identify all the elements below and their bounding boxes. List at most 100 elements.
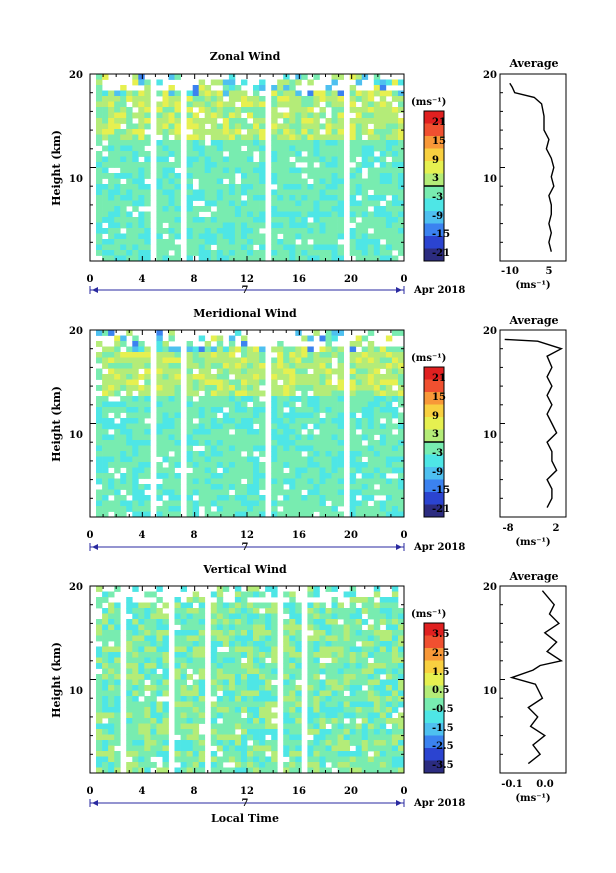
heatmap-cell [391,619,399,625]
heatmap-cell [331,707,338,713]
heatmap-cell [385,613,393,620]
heatmap-cell [150,635,157,642]
heatmap-cell [355,167,363,174]
heatmap-cell [138,374,145,380]
heatmap-cell [325,701,332,708]
heatmap-cell [247,495,254,501]
heatmap-cell [253,200,260,207]
heatmap-cell [186,118,193,124]
heatmap-cell [132,244,139,251]
heatmap-cell [355,184,363,190]
heatmap-cell [210,118,218,124]
heatmap-cell [301,178,308,185]
heatmap-cell [144,511,151,518]
heatmap-cell [373,751,381,757]
heatmap-cell [398,244,405,251]
heatmap-cell [319,107,326,113]
heatmap-cell [391,140,399,146]
heatmap-cell [228,641,236,647]
heatmap-cell [331,178,338,185]
heatmap-cell [295,723,302,730]
heatmap-cell [216,712,224,719]
heatmap-cell [168,418,175,424]
heatmap-cell [210,762,218,768]
heatmap-cell [307,156,314,163]
heatmap-cell [216,586,224,592]
heatmap-cell [253,255,260,262]
heatmap-cell [144,745,151,752]
heatmap-cell [271,712,278,719]
heatmap-cell [283,228,290,234]
heatmap-cell [180,740,187,746]
heatmap-cell [102,500,109,507]
heatmap-cell [307,244,314,251]
heatmap-cell [138,173,145,179]
heatmap-cell [398,451,405,457]
heatmap-cell [156,624,163,631]
heatmap-cell [174,118,181,124]
colorbar-tick: -2.5 [432,741,454,752]
heatmap-cell [307,641,314,647]
heatmap-cell [108,162,115,168]
heatmap-cell [307,418,314,424]
heatmap-cell [307,123,314,130]
heatmap-cell [247,178,254,185]
heatmap-cell [367,478,375,485]
heatmap-cell [210,401,218,408]
heatmap-cell [156,222,163,229]
heatmap-cell [349,679,357,686]
heatmap-cell [313,140,320,146]
heatmap-cell [307,200,314,207]
heatmap-cell [216,385,224,391]
heatmap-cell [331,624,338,631]
heatmap-cell [361,123,369,130]
heatmap-cell [398,189,405,196]
heatmap-cell [325,506,332,512]
heatmap-cell [259,467,266,474]
heatmap-cell [96,401,103,408]
heatmap-cell [96,222,103,229]
heatmap-cell [367,451,375,457]
heatmap-cell [228,652,236,658]
heatmap-cell [210,412,218,419]
heatmap-cell [247,745,254,752]
heatmap-cell [198,244,206,251]
heatmap-cell [138,602,145,609]
heatmap-cell [385,335,393,342]
heatmap-cell [379,440,387,446]
heatmap-cell [228,217,236,223]
heatmap-cell [162,751,169,757]
heatmap-cell [186,195,193,201]
heatmap-cell [361,101,369,108]
heatmap-cell [289,189,296,196]
heatmap-cell [114,129,121,135]
heatmap-cell [228,184,236,190]
heatmap-cell [283,762,290,768]
heatmap-cell [361,396,369,402]
heatmap-cell [132,462,139,468]
heatmap-cell [325,652,332,658]
heatmap-cell [331,429,338,435]
heatmap-cell [385,211,393,218]
heatmap-cell [108,657,115,664]
heatmap-cell [162,434,169,441]
heatmap-cell [295,250,302,256]
heatmap-cell [96,679,103,686]
heatmap-cell [234,641,242,647]
heatmap-cell [319,233,326,240]
heatmap-cell [216,396,224,402]
heatmap-cell [241,740,248,746]
heatmap-cell [277,440,284,446]
heatmap-cell [289,162,296,168]
heatmap-cell [283,140,290,146]
heatmap-cell [253,346,260,353]
heatmap-cell [132,751,139,757]
heatmap-cell [204,167,212,174]
heatmap-cell [271,701,278,708]
heatmap-cell [283,740,290,746]
heatmap-cell [271,217,278,223]
heatmap-cell [277,167,284,174]
heatmap-cell [325,189,332,196]
heatmap-cell [114,511,121,518]
y-tick-label: 20 [69,70,83,81]
